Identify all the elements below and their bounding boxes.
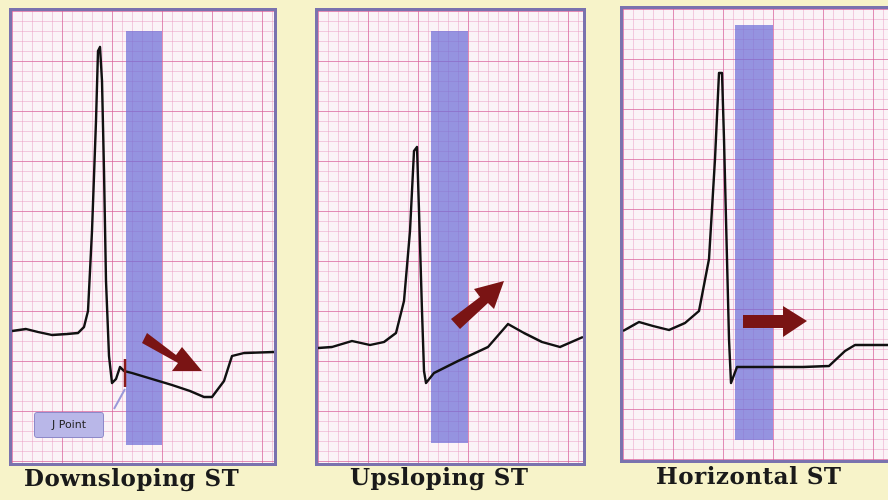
horizontal-arrow-icon [743,306,807,337]
ecg-panel-downsloping: J Point [9,8,277,466]
ecg-panel-horizontal [620,6,888,463]
caption-downsloping: Downsloping ST [24,465,240,492]
caption-upsloping: Upsloping ST [350,464,529,491]
ecg-trace-horizontal [623,71,888,385]
upsloping-arrow-icon [451,281,504,329]
st-segment-highlight [431,31,468,443]
downsloping-arrow-icon [142,333,202,371]
caption-horizontal: Horizontal ST [656,463,842,490]
ecg-panel-upsloping [315,8,586,466]
ecg-trace-upsloping [318,145,583,385]
j-point-label: J Point [34,412,104,438]
st-segment-highlight [735,25,773,440]
ecg-trace-downsloping [12,45,274,410]
